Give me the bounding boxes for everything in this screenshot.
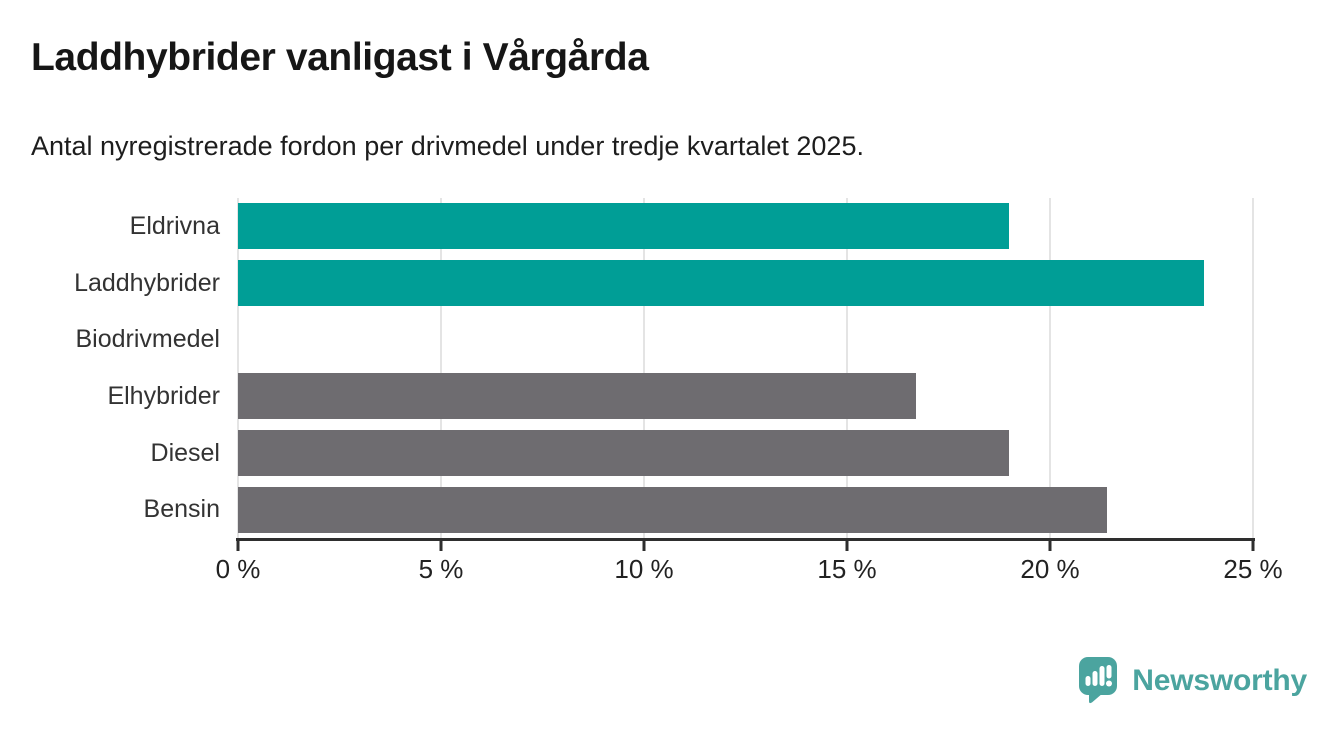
x-axis-tick-label-5: 5 % <box>418 554 464 584</box>
newsworthy-bubble-chart-icon <box>1079 657 1118 704</box>
category-label-laddhybrider: Laddhybrider <box>74 268 220 297</box>
newsworthy-logo: Newsworthy <box>1078 656 1307 705</box>
gridline-20 <box>1049 198 1051 538</box>
bar-laddhybrider <box>238 260 1205 306</box>
gridline-25 <box>1252 198 1254 538</box>
gridline-0 <box>237 198 239 538</box>
gridline-15 <box>846 198 848 538</box>
category-label-diesel: Diesel <box>150 438 220 467</box>
category-label-eldrivna: Eldrivna <box>129 211 220 240</box>
bar-eldrivna <box>238 203 1010 250</box>
x-axis-tick-label-25: 25 % <box>1223 554 1283 584</box>
bar-diesel <box>238 430 1010 476</box>
bar-bensin <box>238 486 1107 533</box>
x-axis-tick-15 <box>845 541 849 551</box>
x-axis-tick-20 <box>1048 541 1052 551</box>
newsworthy-logo-text: Newsworthy <box>1132 663 1307 697</box>
category-label-biodrivmedel: Biodrivmedel <box>75 325 220 354</box>
chart-title: Laddhybrider vanligast i Vårgårda <box>31 36 649 79</box>
gridline-5 <box>440 198 442 538</box>
category-label-elhybrider: Elhybrider <box>107 381 220 410</box>
category-label-bensin: Bensin <box>143 495 220 524</box>
x-axis-tick-0 <box>236 541 240 551</box>
x-axis-line <box>236 538 1255 541</box>
chart-subtitle: Antal nyregistrerade fordon per drivmede… <box>31 131 864 161</box>
x-axis-tick-label-20: 20 % <box>1020 554 1080 584</box>
x-axis-tick-label-0: 0 % <box>215 554 261 584</box>
x-axis-tick-label-10: 10 % <box>614 554 674 584</box>
x-axis-tick-25 <box>1251 541 1255 551</box>
x-axis-tick-label-15: 15 % <box>817 554 877 584</box>
plot-area <box>237 198 1254 538</box>
x-axis: 0 % 5 % 10 % 15 % 20 % 25 % <box>216 538 1283 598</box>
bar-elhybrider <box>238 373 917 420</box>
x-axis-tick-5 <box>439 541 443 551</box>
gridline-10 <box>643 198 645 538</box>
y-axis-labels: Eldrivna Laddhybrider Biodrivmedel Elhybrid… <box>0 198 220 538</box>
x-axis-tick-10 <box>642 541 646 551</box>
